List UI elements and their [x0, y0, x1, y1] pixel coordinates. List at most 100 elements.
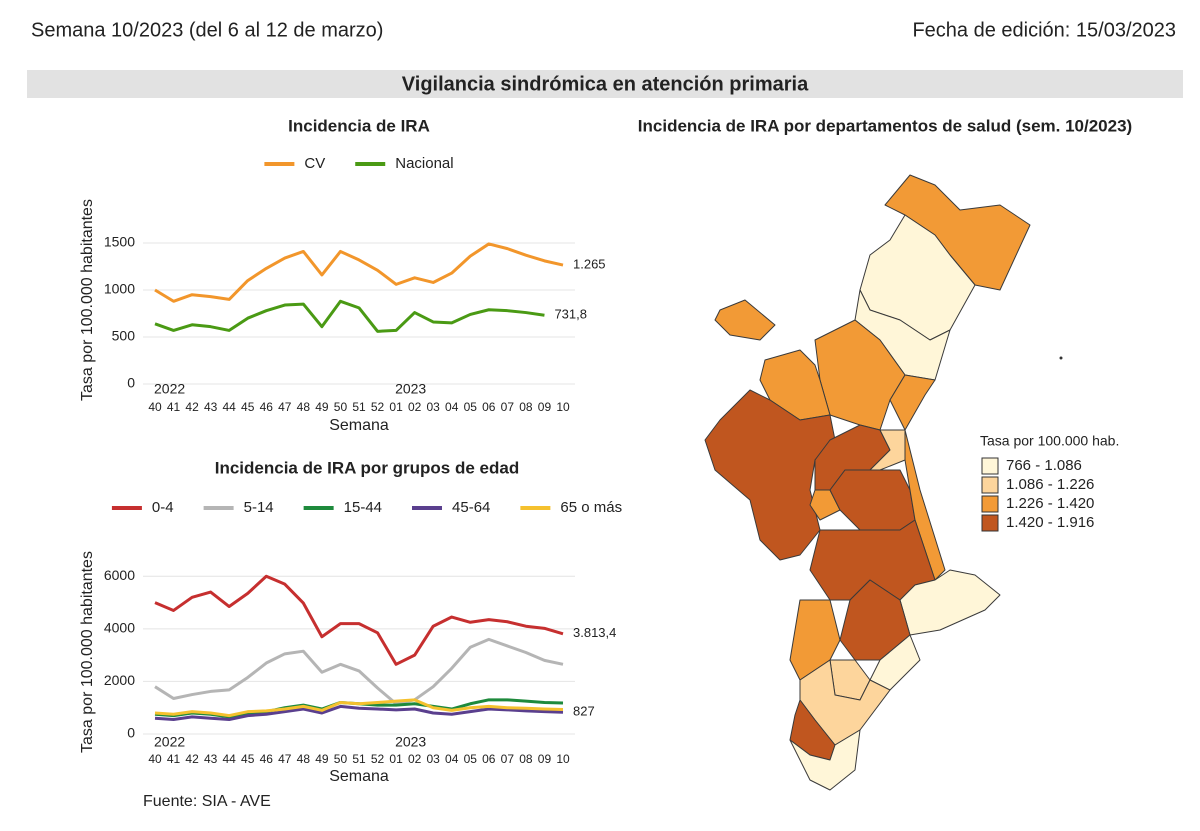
year-label: 2023 [395, 381, 426, 397]
y-tick-label: 0 [127, 725, 135, 741]
x-axis-label: Semana [329, 768, 389, 785]
map-title: Incidencia de IRA por departamentos de s… [638, 116, 1132, 135]
value-label: 731,8 [554, 307, 587, 322]
x-tick-label: 44 [223, 400, 237, 414]
chart-title: Incidencia de IRA [288, 116, 430, 135]
x-tick-label: 47 [278, 752, 292, 766]
series-line [154, 637, 564, 706]
region [884, 174, 1031, 291]
x-tick-label: 45 [241, 400, 255, 414]
legend-swatch [981, 457, 999, 475]
y-tick-label: 2000 [104, 672, 135, 688]
chart-title: Incidencia de IRA por grupos de edad [215, 458, 519, 477]
y-tick-label: 0 [127, 375, 135, 391]
x-tick-label: 46 [260, 752, 274, 766]
x-tick-label: 09 [538, 752, 552, 766]
region [714, 299, 776, 341]
x-tick-label: 41 [167, 752, 181, 766]
x-tick-label: 52 [371, 752, 385, 766]
x-tick-label: 07 [501, 400, 515, 414]
y-tick-label: 4000 [104, 620, 135, 636]
x-tick-label: 42 [185, 752, 199, 766]
series-line [154, 698, 564, 718]
value-label: 827 [573, 704, 595, 719]
x-tick-label: 45 [241, 752, 255, 766]
region [889, 374, 936, 431]
edition-date: Fecha de edición: 15/03/2023 [912, 19, 1176, 41]
x-tick-label: 51 [352, 752, 366, 766]
legend-label: 0-4 [152, 499, 174, 516]
region [789, 729, 861, 791]
y-tick-label: 1500 [104, 234, 135, 250]
x-tick-label: 43 [204, 400, 218, 414]
x-tick-label: 52 [371, 400, 385, 414]
value-label: 1.265 [573, 257, 606, 272]
legend-label: Nacional [395, 155, 453, 172]
section-title: Vigilancia sindrómica en atención primar… [402, 73, 809, 95]
x-tick-label: 49 [315, 400, 329, 414]
year-label: 2022 [154, 734, 185, 750]
section-bar [27, 70, 1183, 98]
x-tick-label: 48 [297, 400, 311, 414]
y-tick-label: 500 [112, 328, 136, 344]
x-tick-label: 40 [148, 400, 162, 414]
legend-label: 15-44 [344, 499, 382, 516]
series-line [154, 574, 564, 666]
x-tick-label: 08 [519, 400, 533, 414]
x-tick-label: 40 [148, 752, 162, 766]
legend-label: 766 - 1.086 [1006, 457, 1082, 474]
legend-label: 1.226 - 1.420 [1006, 495, 1094, 512]
x-tick-label: 05 [464, 752, 478, 766]
region [899, 569, 1001, 636]
legend-swatch [981, 514, 999, 532]
islet [1059, 356, 1063, 360]
year-label: 2023 [395, 734, 426, 750]
legend: 0-4 5-14 15-44 45-64 65 o más [111, 499, 622, 516]
x-tick-label: 51 [352, 400, 366, 414]
x-tick-label: 03 [427, 400, 441, 414]
x-tick-label: 48 [297, 752, 311, 766]
x-tick-label: 49 [315, 752, 329, 766]
legend: CV Nacional [264, 155, 454, 172]
x-tick-label: 43 [204, 752, 218, 766]
week-label: Semana 10/2023 (del 6 al 12 de marzo) [31, 19, 383, 41]
x-tick-label: 04 [445, 400, 459, 414]
y-axis-label: Tasa por 100.000 habitantes [79, 551, 96, 753]
x-tick-label: 04 [445, 752, 459, 766]
x-tick-label: 10 [556, 400, 570, 414]
legend-swatch [981, 495, 999, 513]
value-label: 3.813,4 [573, 625, 616, 640]
x-tick-label: 47 [278, 400, 292, 414]
legend-title: Tasa por 100.000 hab. [980, 433, 1119, 449]
y-tick-label: 1000 [104, 281, 135, 297]
legend-label: CV [304, 155, 325, 172]
y-tick-label: 6000 [104, 567, 135, 583]
x-tick-label: 07 [501, 752, 515, 766]
legend-label: 65 o más [560, 499, 622, 516]
y-axis-label: Tasa por 100.000 habitantes [79, 199, 96, 401]
x-axis-label: Semana [329, 417, 389, 434]
legend-label: 1.086 - 1.226 [1006, 476, 1094, 493]
source: Fuente: SIA - AVE [143, 793, 271, 810]
x-tick-label: 42 [185, 400, 199, 414]
x-tick-label: 06 [482, 400, 496, 414]
x-tick-label: 02 [408, 752, 422, 766]
region [829, 469, 916, 531]
x-tick-label: 50 [334, 752, 348, 766]
x-tick-label: 01 [389, 400, 403, 414]
series-line [154, 242, 564, 303]
series-line [154, 299, 545, 333]
x-tick-label: 01 [389, 752, 403, 766]
legend-label: 1.420 - 1.916 [1006, 514, 1094, 531]
map [704, 174, 1063, 791]
x-tick-label: 41 [167, 400, 181, 414]
legend-swatch [981, 476, 999, 494]
region [869, 634, 921, 691]
x-tick-label: 03 [427, 752, 441, 766]
x-tick-label: 44 [223, 752, 237, 766]
x-tick-label: 10 [556, 752, 570, 766]
year-label: 2022 [154, 381, 185, 397]
region [809, 489, 841, 521]
